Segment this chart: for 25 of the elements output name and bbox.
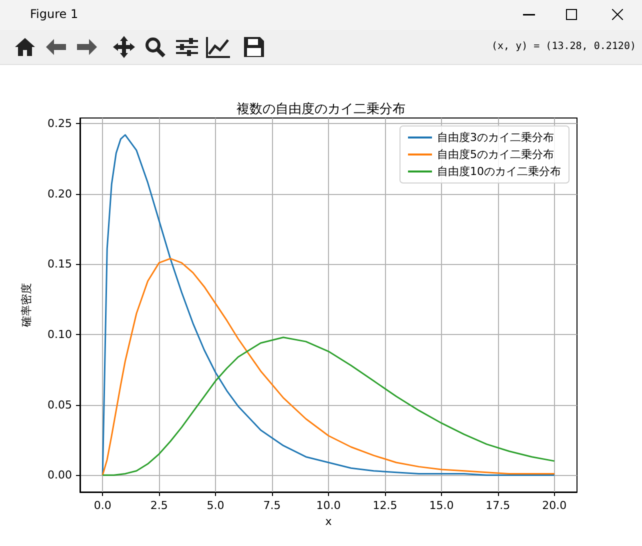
- legend-label: 自由度5のカイ二乗分布: [437, 148, 554, 161]
- x-axis-title: x: [325, 515, 332, 528]
- line-series: [102, 336, 556, 476]
- x-tick-label: 20.0: [542, 499, 567, 512]
- legend-label: 自由度10のカイ二乗分布: [437, 165, 562, 178]
- x-tick-label: 7.5: [263, 499, 281, 512]
- y-tick-label: 0.10: [48, 328, 72, 342]
- y-tick-label: 0.00: [48, 468, 72, 482]
- y-tick-label: 0.05: [48, 398, 72, 412]
- x-tick-label: 2.5: [150, 499, 168, 512]
- y-tick-label: 0.15: [48, 258, 72, 271]
- line-series: [102, 258, 556, 476]
- text: (x, y) = (13.28, 0.2120): [492, 41, 636, 52]
- y-tick-label: 0.25: [48, 117, 72, 130]
- x-tick-label: 15.0: [429, 499, 454, 512]
- y-axis-title: 確率密度: [20, 283, 33, 328]
- legend-label: 自由度3のカイ二乗分布: [437, 131, 554, 144]
- x-tick-label: 0.0: [94, 499, 112, 512]
- x-tick-label: 12.5: [372, 499, 398, 512]
- caption: Figure 1: [30, 7, 78, 21]
- x-tick-label: 5.0: [206, 499, 224, 512]
- y-tick-label: 0.20: [48, 187, 72, 200]
- x-tick-label: 10.0: [316, 499, 341, 512]
- x-tick-label: 17.5: [486, 499, 510, 512]
- chart-title: 複数の自由度のカイ二乗分布: [236, 101, 406, 117]
